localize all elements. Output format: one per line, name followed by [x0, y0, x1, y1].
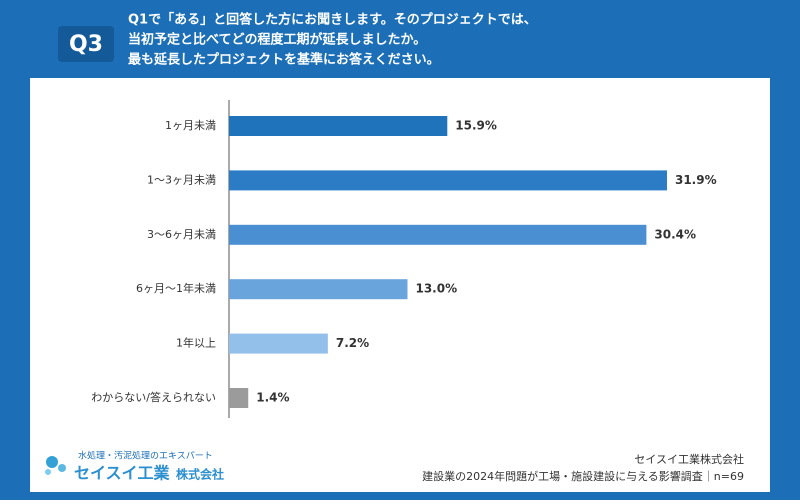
badge: Q3	[69, 32, 103, 57]
logo-name: セイスイ工業	[74, 464, 171, 483]
company: セイスイ工業株式会社	[634, 452, 744, 466]
category-label: 6ヶ月〜1年未満	[136, 281, 216, 295]
category-label: 1年以上	[176, 336, 216, 350]
bar	[229, 224, 647, 245]
question-line: 当初予定と比べてどの程度工期が延長しましたか。	[128, 32, 426, 48]
value-label: 13.0%	[415, 282, 457, 296]
bar	[229, 333, 328, 354]
tagline: 水処理・汚泥処理のエキスパート	[78, 450, 213, 462]
category-label: 3〜6ヶ月未満	[147, 228, 216, 241]
value-label: 30.4%	[654, 227, 696, 241]
value-label: 15.9%	[455, 119, 497, 133]
value-label: 1.4%	[256, 391, 289, 405]
category-label: 1〜3ヶ月未満	[147, 173, 216, 186]
category-label: 1ヶ月未満	[165, 119, 216, 132]
question-line: Q1で「ある」と回答した方にお聞きします。そのプロジェクトでは、	[128, 12, 537, 28]
badge-bg	[58, 26, 114, 62]
value-label: 7.2%	[336, 336, 369, 350]
bar	[229, 388, 249, 408]
value-label: 31.9%	[675, 173, 717, 187]
bar	[229, 170, 667, 191]
category-label: わからない/答えられない	[91, 390, 216, 404]
survey: 建設業の2024年問題が工場・施設建設に与える影響調査｜n=69	[422, 469, 744, 483]
bar	[229, 279, 408, 300]
logo-suffix: 株式会社	[176, 467, 224, 482]
bar	[229, 116, 448, 136]
logo-icon	[45, 456, 66, 475]
question-line: 最も延長したプロジェクトを基準にお答えください。	[128, 52, 440, 68]
